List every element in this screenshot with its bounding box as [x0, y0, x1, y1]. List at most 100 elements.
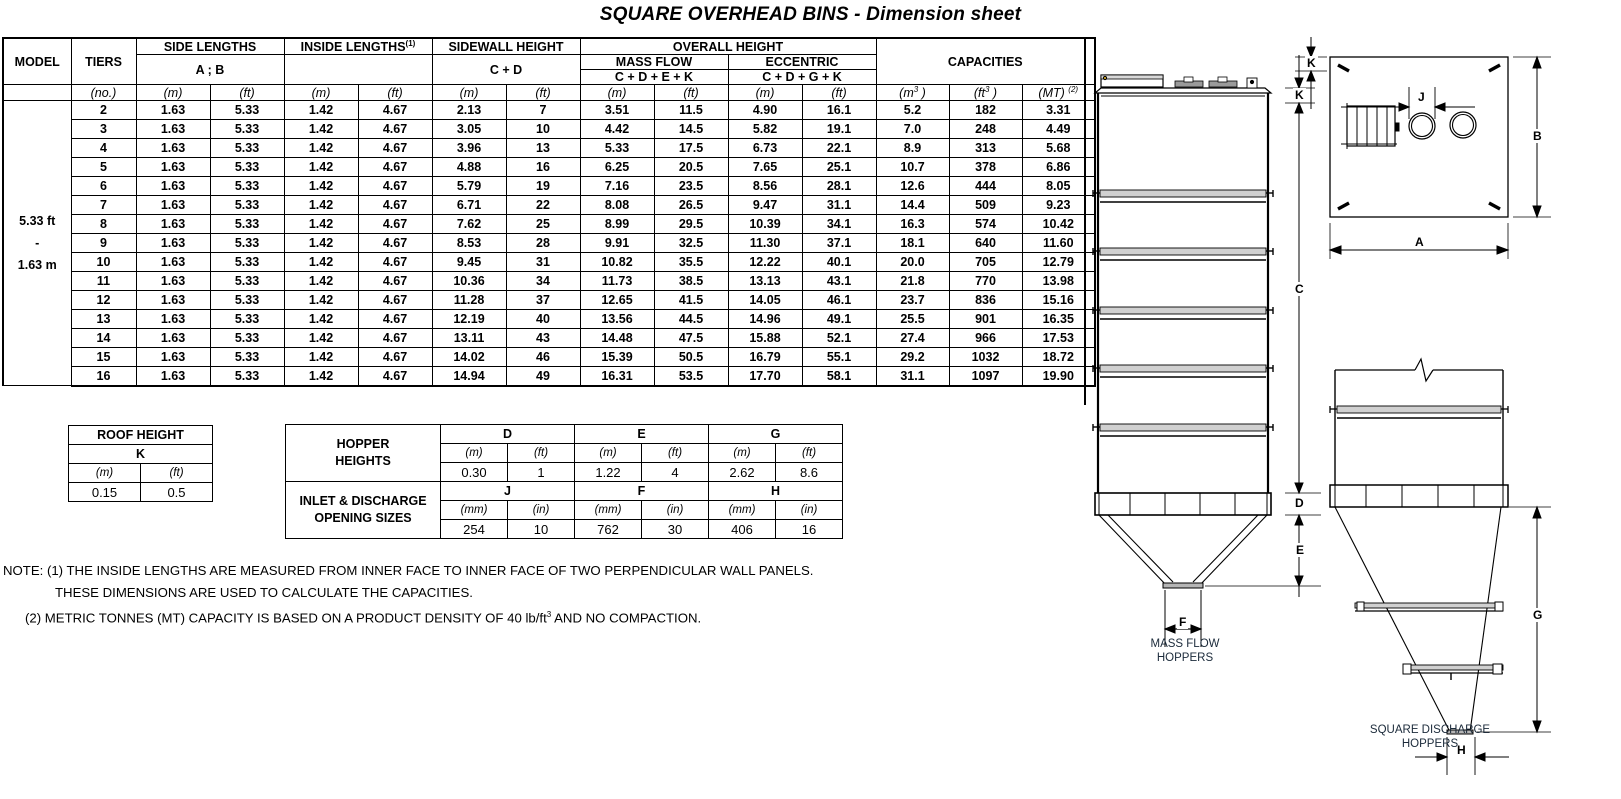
header-inside-lengths: INSIDE LENGTHS(1)	[283, 37, 433, 56]
note-line-2: THESE DIMENSIONS ARE USED TO CALCULATE T…	[55, 585, 473, 600]
opening-unit-H-in: (in)	[775, 500, 843, 520]
header-eccentric-formula: C + D + G + K	[727, 69, 877, 86]
header-capacities: CAPACITIES	[875, 37, 1096, 86]
model-label-line1: 5.33 ft	[19, 214, 56, 229]
cell-mass-ft: 50.5	[653, 347, 729, 368]
cell-mass-ft: 23.5	[653, 176, 729, 197]
cell-inside-m: 1.42	[283, 157, 359, 178]
cell-side-ft: 5.33	[209, 347, 285, 368]
cell-sidewall-ft: 25	[505, 214, 581, 235]
cell-side-m: 1.63	[135, 233, 211, 254]
hopper-symbol-G: G	[708, 424, 843, 444]
cell-inside-ft: 4.67	[357, 214, 433, 235]
header-sidewall-height-sub: C + D	[431, 54, 581, 86]
cell-inside-m: 1.42	[283, 309, 359, 330]
unit-capacity-ft3: (ft3 )	[948, 84, 1023, 102]
roof-height-title: ROOF HEIGHT	[68, 425, 213, 445]
unit-sidewall-ft: (ft)	[505, 84, 581, 102]
cell-sidewall-m: 3.05	[431, 119, 507, 140]
cell-inside-ft: 4.67	[357, 271, 433, 292]
hopper-symbol-row: HOPPER HEIGHTS D E G	[285, 424, 843, 482]
cell-mass-m: 4.42	[579, 119, 655, 140]
cell-sidewall-ft: 10	[505, 119, 581, 140]
table-header-row-3: C + D + E + K C + D + G + K	[3, 69, 1095, 86]
unit-massflow-m: (m)	[579, 84, 655, 102]
dim-H-group	[1415, 737, 1509, 775]
cell-ecc-ft: 40.1	[801, 252, 877, 273]
cell-side-ft: 5.33	[209, 176, 285, 197]
notes-block: NOTE: (1) THE INSIDE LENGTHS ARE MEASURE…	[3, 560, 813, 629]
cell-sidewall-m: 6.71	[431, 195, 507, 216]
header-tiers: TIERS	[70, 37, 137, 86]
roof-height-symbol: K	[68, 444, 213, 464]
dimension-table: MODEL TIERS SIDE LENGTHS INSIDE LENGTHS(…	[2, 37, 1096, 387]
dim-F-group	[1163, 590, 1203, 647]
cell-mass-ft: 47.5	[653, 328, 729, 349]
opening-value-F-in: 30	[641, 519, 709, 539]
header-sidewall-height: SIDEWALL HEIGHT	[431, 37, 581, 56]
cell-tiers: 6	[70, 176, 137, 197]
cell-mass-ft: 14.5	[653, 119, 729, 140]
unit-sidewall-m: (m)	[431, 84, 507, 102]
dim-label-J: J	[1416, 90, 1427, 104]
cell-side-m: 1.63	[135, 100, 211, 121]
cell-cap-m3: 21.8	[875, 271, 950, 292]
table-header-row-1: MODEL TIERS SIDE LENGTHS INSIDE LENGTHS(…	[2, 37, 1096, 86]
cell-cap-mt: 19.90	[1021, 366, 1096, 387]
dim-label-K-left: K	[1293, 88, 1306, 102]
main-dimension-table: MODEL TIERS SIDE LENGTHS INSIDE LENGTHS(…	[2, 37, 1096, 387]
cell-side-ft: 5.33	[209, 119, 285, 140]
cell-tiers: 2	[70, 100, 137, 121]
cell-inside-m: 1.42	[283, 138, 359, 159]
hopper-unit-D-m: (m)	[440, 443, 508, 463]
roof-values-row: 0.15 0.5	[68, 482, 213, 502]
opening-value-J-in: 10	[507, 519, 575, 539]
cell-sidewall-ft: 31	[505, 252, 581, 273]
cell-sidewall-m: 12.19	[431, 309, 507, 330]
unit-capacity-mt: (MT) (2)	[1021, 84, 1096, 102]
cell-side-ft: 5.33	[209, 271, 285, 292]
table-row: 10 1.63 5.33 1.42 4.67 9.45 31 10.82 35.5 12.22 40…	[3, 252, 1096, 273]
unit-inside-m: (m)	[283, 84, 359, 102]
cell-cap-ft3: 248	[948, 119, 1023, 140]
cell-mass-m: 7.16	[579, 176, 655, 197]
dim-label-G: G	[1531, 608, 1545, 622]
cell-sidewall-m: 5.79	[431, 176, 507, 197]
cell-mass-m: 9.91	[579, 233, 655, 254]
cell-side-m: 1.63	[135, 366, 211, 387]
header-side-lengths-sub: A ; B	[135, 54, 285, 86]
unit-capacity-m3: (m3 )	[875, 84, 950, 102]
roof-title-row: ROOF HEIGHT	[68, 425, 213, 445]
cell-ecc-m: 17.70	[727, 366, 803, 387]
cell-side-ft: 5.33	[209, 328, 285, 349]
cell-side-m: 1.63	[135, 290, 211, 311]
cell-ecc-ft: 34.1	[801, 214, 877, 235]
cell-ecc-ft: 43.1	[801, 271, 877, 292]
cell-tiers: 12	[70, 290, 137, 311]
hopper-value-E-ft: 4	[641, 462, 709, 482]
cell-cap-ft3: 1032	[948, 347, 1023, 368]
hopper-symbol-D: D	[440, 424, 575, 444]
square-discharge-hoppers-caption: SQUARE DISCHARGE HOPPERS	[1369, 724, 1491, 750]
cell-inside-m: 1.42	[283, 176, 359, 197]
hopper-heights-table: HOPPER HEIGHTS D E G (m) (ft) (m) (ft) (m…	[285, 424, 843, 539]
page-title: SQUARE OVERHEAD BINS - Dimension sheet	[599, 4, 1022, 25]
table-row: 4 1.63 5.33 1.42 4.67 3.96 13 5.33 17.5 6.73 22.1 8…	[3, 138, 1096, 159]
cell-inside-ft: 4.67	[357, 157, 433, 178]
cell-sidewall-m: 14.94	[431, 366, 507, 387]
unit-side-m: (m)	[135, 84, 211, 102]
roof-value-m: 0.15	[68, 482, 141, 502]
cell-inside-m: 1.42	[283, 347, 359, 368]
cell-tiers: 7	[70, 195, 137, 216]
cell-ecc-m: 5.82	[727, 119, 803, 140]
cell-inside-m: 1.42	[283, 328, 359, 349]
cell-mass-m: 11.73	[579, 271, 655, 292]
cell-inside-ft: 4.67	[357, 328, 433, 349]
cell-ecc-m: 6.73	[727, 138, 803, 159]
header-mass-flow: MASS FLOW	[579, 54, 729, 71]
plan-view-roof	[1329, 56, 1509, 218]
hopper-units-row: (m) (ft) (m) (ft) (m) (ft)	[286, 443, 843, 463]
cell-side-m: 1.63	[135, 176, 211, 197]
cell-cap-mt: 17.53	[1021, 328, 1096, 349]
cell-cap-m3: 29.2	[875, 347, 950, 368]
